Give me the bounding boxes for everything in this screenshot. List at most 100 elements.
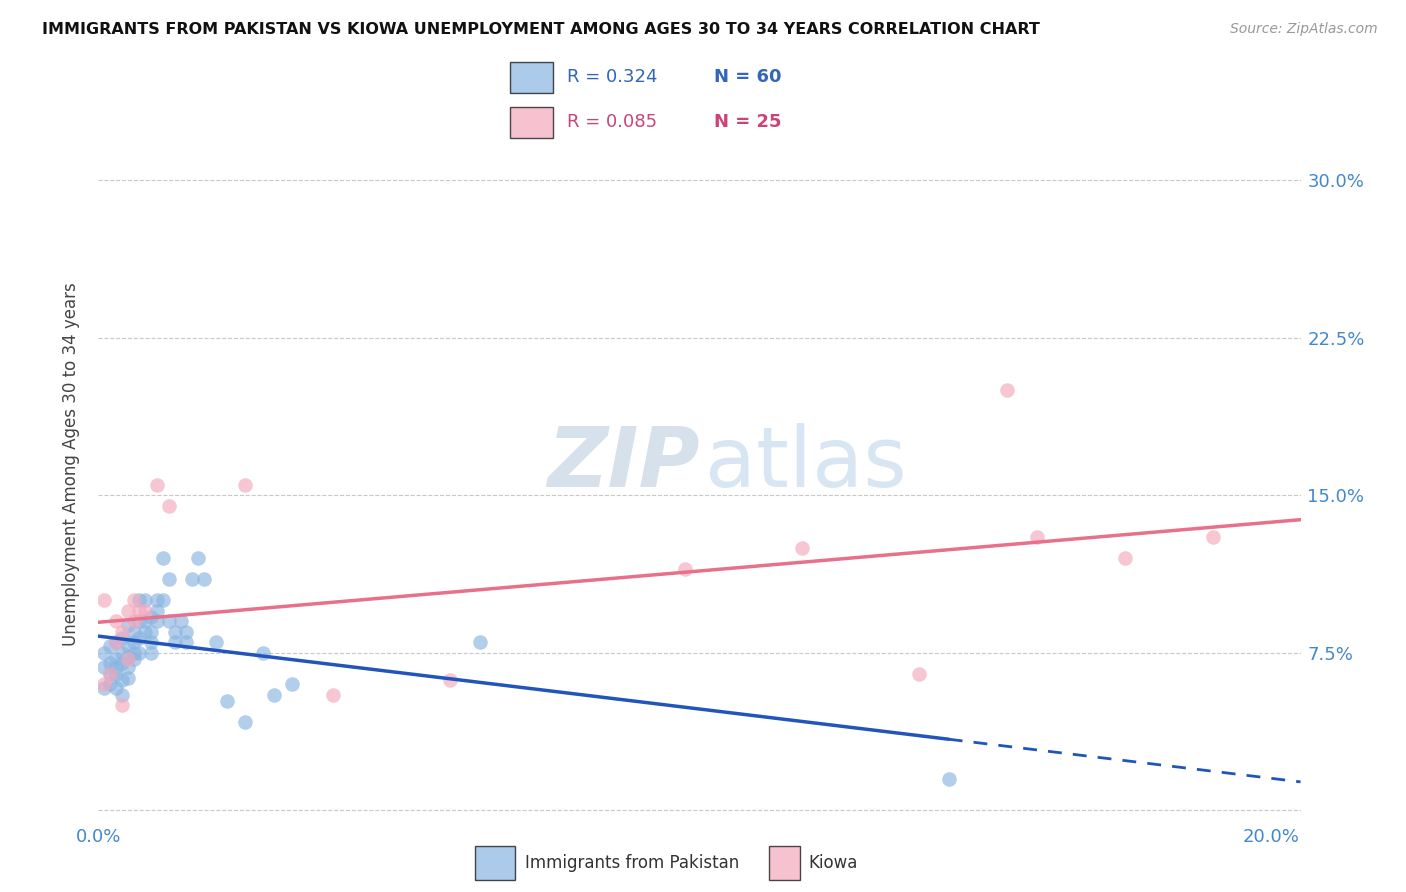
Point [117,604,139,618]
Point [128,646,150,660]
Point [908,666,931,681]
Point [98,666,121,681]
Point [169,614,191,628]
Point [995,384,1018,398]
Point [105,660,128,674]
Point [134,593,156,607]
Point [98,640,121,654]
Text: N = 60: N = 60 [714,69,782,87]
Text: Kiowa: Kiowa [808,854,858,872]
Point [141,624,163,639]
Point [141,646,163,660]
Point [98,677,121,691]
Point [163,624,186,639]
Point [790,541,813,555]
Point [152,593,174,607]
Y-axis label: Unemployment Among Ages 30 to 34 years: Unemployment Among Ages 30 to 34 years [62,282,80,646]
Point [673,562,696,576]
Text: atlas: atlas [706,424,907,504]
Point [281,677,304,691]
Point [98,666,121,681]
Text: R = 0.324: R = 0.324 [567,69,658,87]
Point [128,593,150,607]
Point [128,614,150,628]
Point [105,635,128,649]
Point [93,681,115,696]
Point [163,635,186,649]
Point [141,610,163,624]
Point [105,666,128,681]
Point [117,660,139,674]
Point [157,499,180,513]
Point [117,652,139,666]
Point [117,671,139,685]
Point [938,772,960,786]
Point [1025,530,1047,544]
Point [1201,530,1223,544]
Point [193,572,215,586]
Point [439,673,461,687]
Point [111,673,134,687]
Point [187,551,209,566]
Point [157,614,180,628]
Point [263,688,285,702]
Point [105,635,128,649]
Point [93,646,115,660]
Point [157,572,180,586]
Point [233,714,256,729]
Point [93,593,115,607]
Point [152,551,174,566]
Point [111,688,134,702]
Point [111,657,134,671]
Point [233,478,256,492]
Point [105,614,128,628]
Point [204,635,226,649]
Point [117,640,139,654]
Point [122,593,145,607]
FancyBboxPatch shape [510,62,553,93]
Point [217,694,239,708]
Text: ZIP: ZIP [547,424,700,504]
FancyBboxPatch shape [510,107,553,138]
Point [111,698,134,713]
Point [141,635,163,649]
Text: Immigrants from Pakistan: Immigrants from Pakistan [526,854,740,872]
Point [468,635,491,649]
FancyBboxPatch shape [475,846,515,880]
Point [134,614,156,628]
Point [93,660,115,674]
Point [117,618,139,632]
Point [128,631,150,645]
Point [111,624,134,639]
Point [134,624,156,639]
Point [1114,551,1136,566]
Point [122,646,145,660]
Point [181,572,204,586]
Point [122,624,145,639]
Point [122,635,145,649]
Point [252,646,274,660]
Point [176,635,198,649]
Point [122,652,145,666]
Point [111,646,134,660]
FancyBboxPatch shape [769,846,800,880]
Point [146,604,169,618]
Point [122,614,145,628]
Text: IMMIGRANTS FROM PAKISTAN VS KIOWA UNEMPLOYMENT AMONG AGES 30 TO 34 YEARS CORRELA: IMMIGRANTS FROM PAKISTAN VS KIOWA UNEMPL… [42,22,1040,37]
Point [176,624,198,639]
Text: Source: ZipAtlas.com: Source: ZipAtlas.com [1230,22,1378,37]
Point [134,604,156,618]
Point [146,614,169,628]
Point [322,688,344,702]
Text: N = 25: N = 25 [714,113,782,131]
Text: R = 0.085: R = 0.085 [567,113,658,131]
Point [128,604,150,618]
Point [105,681,128,696]
Point [93,677,115,691]
Point [98,657,121,671]
Point [117,649,139,664]
Point [105,652,128,666]
Point [146,593,169,607]
Point [146,478,169,492]
Point [111,631,134,645]
